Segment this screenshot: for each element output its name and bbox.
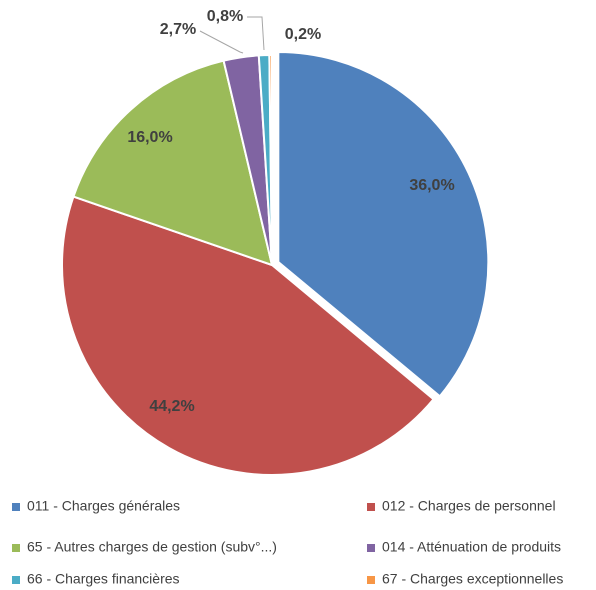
pie-slice <box>61 195 435 476</box>
legend-label: 67 - Charges exceptionnelles <box>382 571 563 587</box>
pie-slice <box>277 51 490 398</box>
legend-swatch <box>12 544 20 552</box>
data-label: 0,2% <box>285 26 321 43</box>
data-label: 2,7% <box>160 21 196 38</box>
pie-slice <box>268 53 273 266</box>
data-label: 36,0% <box>409 177 454 194</box>
legend-swatch <box>367 576 375 584</box>
data-label: 16,0% <box>127 129 172 146</box>
legend-swatch <box>12 576 20 584</box>
data-label: 44,2% <box>149 398 194 415</box>
leader-line <box>247 16 265 51</box>
legend-swatch <box>367 544 375 552</box>
legend-swatch <box>12 503 20 511</box>
legend-label: 66 - Charges financières <box>27 571 180 587</box>
legend-label: 014 - Atténuation de produits <box>382 539 561 555</box>
legend-swatch <box>367 503 375 511</box>
pie-slice <box>72 59 274 267</box>
legend-label: 65 - Autres charges de gestion (subv°...… <box>27 539 277 555</box>
legend-label: 012 - Charges de personnel <box>382 498 556 514</box>
leader-line <box>199 30 244 54</box>
data-label: 0,8% <box>207 8 243 25</box>
legend-label: 011 - Charges générales <box>27 498 180 514</box>
